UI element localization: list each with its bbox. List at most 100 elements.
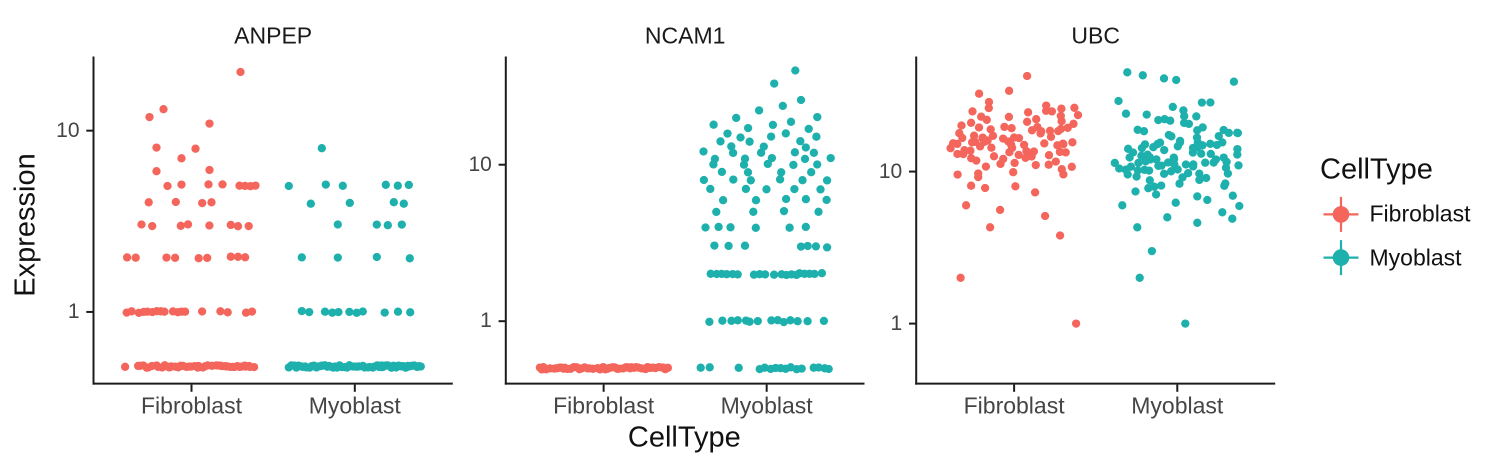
point-myoblast — [1228, 214, 1237, 223]
point-fibroblast — [122, 253, 132, 262]
point-myoblast — [751, 196, 761, 205]
point-fibroblast — [995, 205, 1005, 215]
point-myoblast — [705, 363, 714, 372]
point-myoblast — [793, 317, 802, 326]
point-myoblast — [297, 306, 306, 316]
point-myoblast — [1121, 109, 1131, 118]
point-myoblast — [801, 143, 810, 152]
point-myoblast — [1114, 96, 1123, 106]
point-fibroblast — [176, 221, 185, 230]
point-myoblast — [803, 241, 812, 251]
point-myoblast — [1159, 74, 1169, 83]
point-fibroblast — [1059, 140, 1068, 149]
point-myoblast — [797, 364, 806, 373]
point-myoblast — [706, 269, 715, 278]
point-myoblast — [1154, 161, 1163, 170]
point-fibroblast — [1010, 158, 1019, 168]
point-fibroblast — [966, 181, 976, 190]
point-fibroblast — [207, 198, 216, 207]
point-myoblast — [1118, 201, 1127, 210]
point-fibroblast — [203, 253, 212, 263]
point-fibroblast — [1000, 122, 1009, 132]
point-myoblast — [1234, 161, 1243, 170]
point-myoblast — [1197, 98, 1207, 107]
point-myoblast — [297, 253, 306, 262]
point-fibroblast — [1067, 162, 1076, 171]
point-myoblast — [817, 269, 827, 278]
point-myoblast — [1133, 223, 1142, 232]
point-fibroblast — [972, 156, 981, 165]
point-myoblast — [716, 137, 725, 146]
point-myoblast — [328, 308, 337, 317]
point-myoblast — [1228, 191, 1237, 200]
point-fibroblast — [1069, 119, 1078, 128]
point-myoblast — [1144, 166, 1154, 175]
point-myoblast — [1171, 198, 1180, 207]
point-fibroblast — [985, 223, 995, 232]
point-myoblast — [745, 317, 754, 326]
point-myoblast — [790, 148, 800, 157]
point-fibroblast — [160, 307, 169, 316]
point-myoblast — [1169, 153, 1178, 162]
point-myoblast — [796, 95, 806, 105]
point-myoblast — [699, 147, 708, 156]
point-myoblast — [381, 180, 390, 189]
point-fibroblast — [989, 152, 999, 161]
point-fibroblast — [987, 143, 996, 152]
y-tick-label-1-ubc: 1 — [890, 311, 903, 335]
point-myoblast — [1143, 150, 1152, 159]
point-myoblast — [807, 168, 816, 177]
point-myoblast — [1202, 173, 1211, 183]
point-myoblast — [1145, 176, 1154, 185]
point-myoblast — [383, 221, 392, 230]
point-fibroblast — [145, 112, 154, 122]
point-myoblast — [1214, 131, 1223, 141]
point-fibroblast — [191, 144, 200, 153]
point-myoblast — [1222, 157, 1231, 167]
point-myoblast — [1160, 145, 1169, 155]
point-myoblast — [345, 198, 354, 208]
point-fibroblast — [984, 97, 994, 107]
point-myoblast — [1233, 128, 1243, 138]
point-myoblast — [1166, 167, 1176, 176]
point-fibroblast — [170, 253, 180, 262]
point-fibroblast — [978, 134, 987, 143]
point-fibroblast — [1029, 147, 1039, 156]
point-fibroblast — [969, 131, 979, 140]
point-myoblast — [406, 308, 415, 317]
point-myoblast — [740, 241, 750, 250]
point-fibroblast — [198, 198, 207, 208]
point-fibroblast — [233, 222, 243, 231]
point-myoblast — [733, 316, 742, 325]
point-myoblast — [1195, 175, 1204, 185]
point-fibroblast — [968, 107, 977, 116]
point-myoblast — [333, 253, 342, 262]
point-fibroblast — [974, 89, 984, 98]
point-fibroblast — [1045, 126, 1055, 135]
point-myoblast — [732, 113, 741, 123]
point-fibroblast — [1068, 138, 1077, 147]
point-myoblast — [717, 167, 727, 177]
point-fibroblast — [1032, 115, 1041, 124]
point-myoblast — [1197, 149, 1206, 158]
point-fibroblast — [162, 253, 171, 262]
point-fibroblast — [980, 183, 990, 193]
point-myoblast — [753, 316, 762, 326]
point-myoblast — [1138, 71, 1147, 80]
point-myoblast — [1233, 150, 1242, 159]
point-myoblast — [372, 252, 381, 262]
point-fibroblast — [977, 112, 986, 121]
point-myoblast — [822, 243, 832, 252]
point-myoblast — [751, 223, 760, 232]
point-myoblast — [696, 363, 705, 372]
point-myoblast — [1123, 68, 1132, 77]
point-myoblast — [728, 148, 738, 158]
point-myoblast — [399, 199, 408, 208]
facet-title-ncam1: NCAM1 — [644, 22, 726, 48]
point-myoblast — [1115, 164, 1124, 173]
point-myoblast — [1211, 155, 1221, 164]
point-myoblast — [1141, 157, 1150, 166]
point-fibroblast — [984, 103, 993, 113]
point-fibroblast — [159, 105, 168, 114]
point-myoblast — [801, 195, 811, 204]
